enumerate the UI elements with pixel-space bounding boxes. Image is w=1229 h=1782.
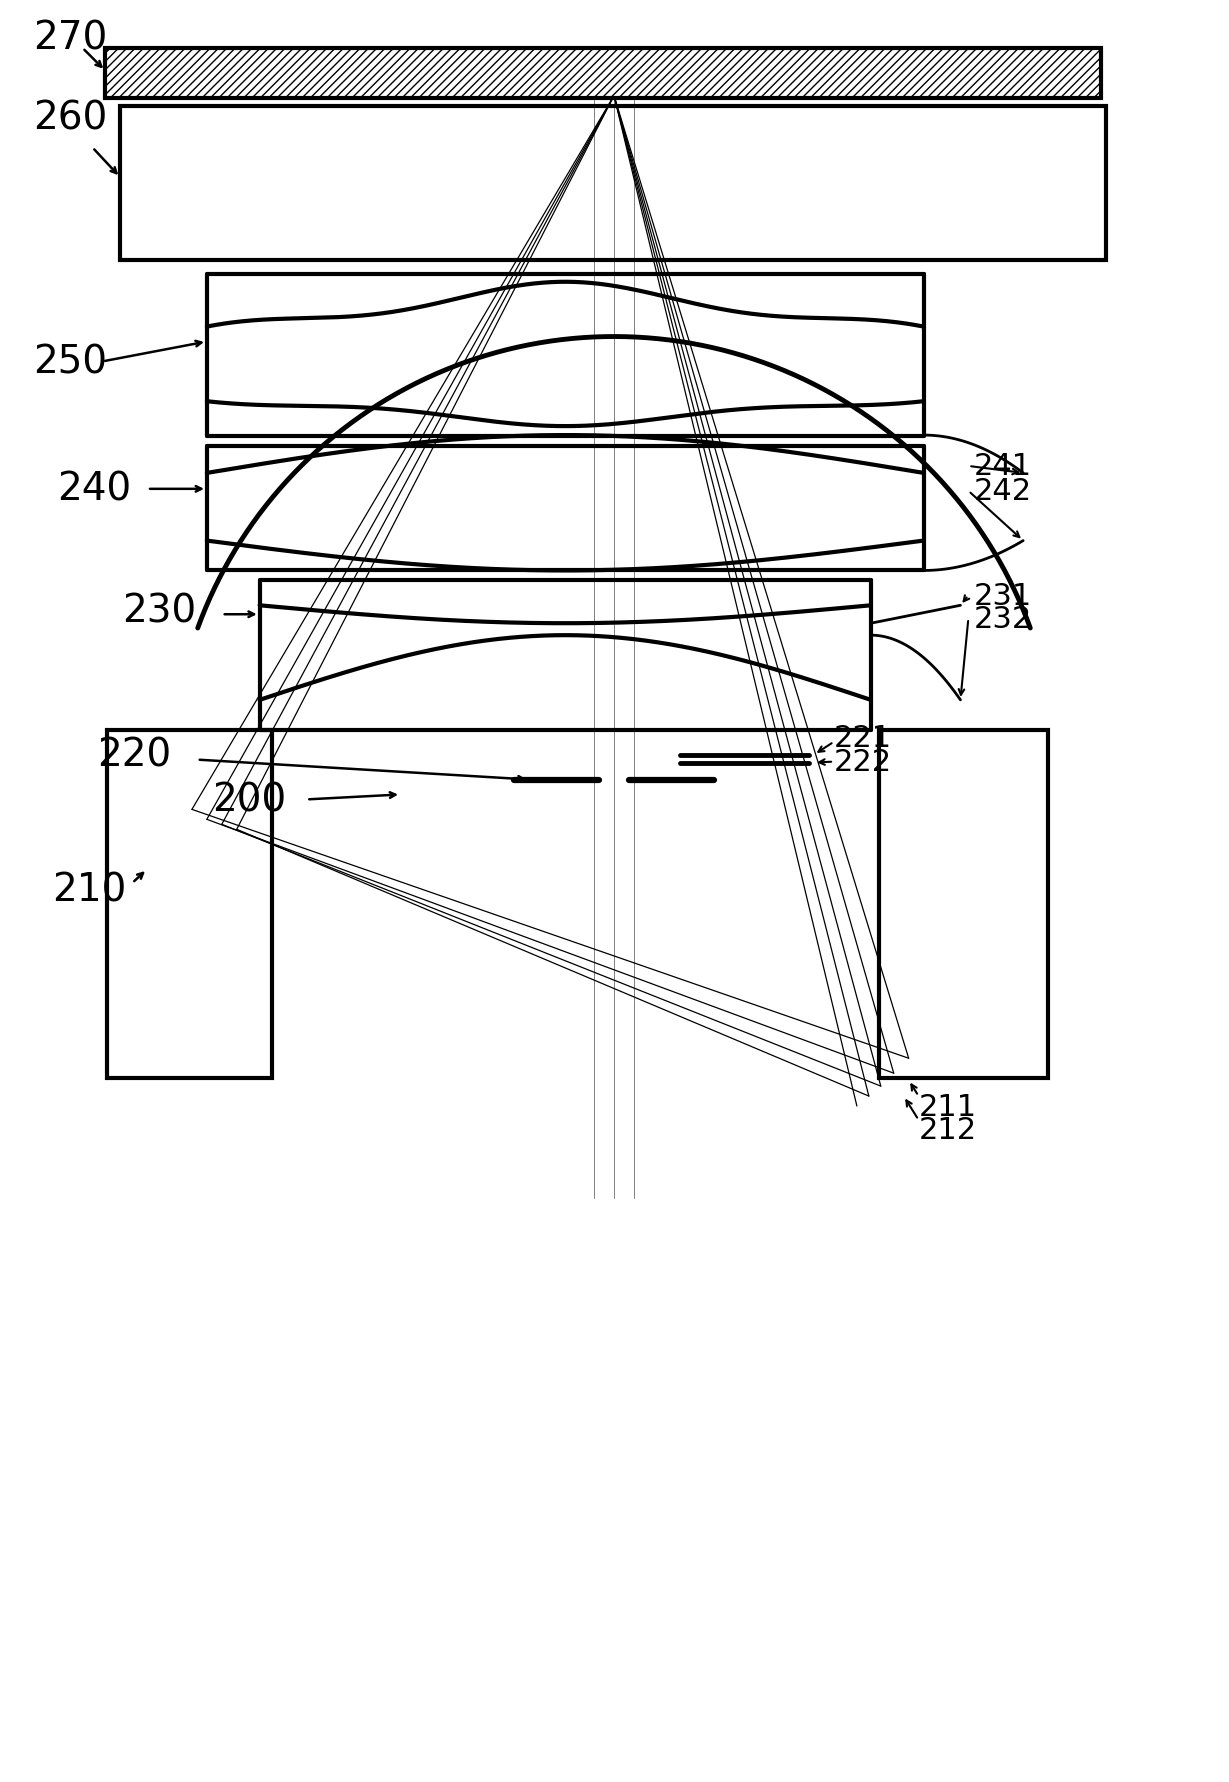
Bar xyxy=(107,731,272,1078)
Text: 242: 242 xyxy=(973,478,1031,506)
Text: 250: 250 xyxy=(33,344,107,381)
Bar xyxy=(106,48,1101,98)
Text: 270: 270 xyxy=(33,20,107,57)
Bar xyxy=(879,731,1048,1078)
Text: 200: 200 xyxy=(211,781,286,820)
Text: 231: 231 xyxy=(973,581,1031,611)
Text: 241: 241 xyxy=(973,453,1031,481)
Text: 260: 260 xyxy=(33,100,107,137)
Text: 240: 240 xyxy=(58,470,132,508)
Bar xyxy=(120,107,1106,260)
Text: 230: 230 xyxy=(122,592,197,629)
Text: 212: 212 xyxy=(918,1116,977,1144)
Text: 210: 210 xyxy=(53,871,127,909)
Text: 211: 211 xyxy=(918,1092,977,1121)
Text: 222: 222 xyxy=(834,748,892,777)
Text: 232: 232 xyxy=(973,604,1031,633)
Text: 221: 221 xyxy=(834,723,892,752)
Text: 220: 220 xyxy=(97,736,172,773)
